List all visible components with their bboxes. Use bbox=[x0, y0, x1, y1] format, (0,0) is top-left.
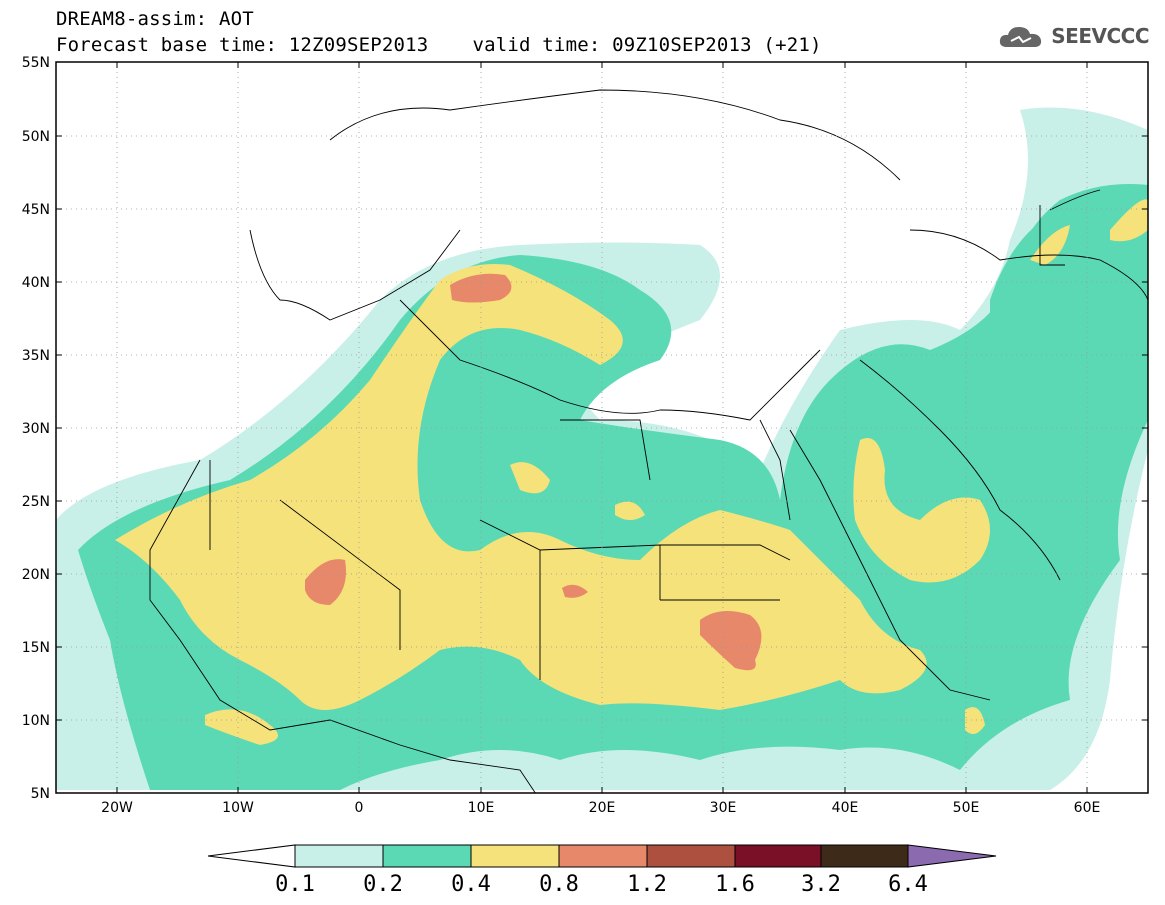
colorbar-swatch-0.2-0.4 bbox=[382, 844, 472, 868]
lat-label-35n: 35N bbox=[22, 348, 50, 364]
colorbar-swatch-0.8-1.2 bbox=[558, 844, 648, 868]
base-time-label: Forecast base time: 12Z09SEP2013 bbox=[56, 34, 429, 56]
aot-band-0.4-arabia bbox=[853, 438, 990, 583]
colorbar-over-arrow bbox=[907, 844, 997, 868]
lon-label-40e: 40E bbox=[832, 800, 859, 816]
aot-band-0.8-sahara bbox=[305, 559, 346, 605]
lat-label-25n: 25N bbox=[22, 494, 50, 510]
lon-label-0: 0 bbox=[355, 800, 364, 816]
colorbar-label-6.4: 6.4 bbox=[888, 872, 928, 897]
lon-label-10w: 10W bbox=[222, 800, 254, 816]
colorbar-swatch-0.4-0.8 bbox=[470, 844, 560, 868]
colorbar bbox=[207, 844, 997, 868]
lat-ticks bbox=[56, 61, 1148, 794]
colorbar-label-3.2: 3.2 bbox=[801, 872, 841, 897]
colorbar-under-arrow bbox=[207, 844, 296, 868]
aot-band-0.2-caspian bbox=[990, 215, 1058, 320]
colorbar-swatch-3.2-6.4 bbox=[820, 844, 909, 868]
colorbar-label-0.2: 0.2 bbox=[363, 872, 403, 897]
logo: SEEVCCC bbox=[997, 22, 1149, 50]
lat-label-45n: 45N bbox=[22, 202, 50, 218]
colorbar-label-1.2: 1.2 bbox=[627, 872, 667, 897]
lon-label-60e: 60E bbox=[1074, 800, 1101, 816]
aot-band-0.8-chad bbox=[562, 584, 588, 598]
aot-band-0.4-somalia bbox=[965, 707, 985, 734]
lat-label-40n: 40N bbox=[22, 275, 50, 291]
colorbar-label-1.6: 1.6 bbox=[715, 872, 755, 897]
time-info: Forecast base time: 12Z09SEP2013 valid ti… bbox=[56, 34, 822, 56]
aot-band-0.8-sudan bbox=[700, 611, 762, 671]
aot-band-0.4-patch1 bbox=[510, 462, 550, 494]
aot-band-0.1-isle bbox=[58, 609, 85, 642]
valid-time-label: valid time: 09Z10SEP2013 (+21) bbox=[472, 34, 822, 56]
lon-label-10e: 10E bbox=[468, 800, 495, 816]
lat-label-5n: 5N bbox=[31, 786, 50, 802]
lon-ticks bbox=[116, 62, 1088, 793]
chart-title: DREAM8-assim: AOT bbox=[56, 8, 254, 30]
colorbar-swatch-0.1-0.2 bbox=[294, 844, 384, 868]
colorbar-swatch-1.6-3.2 bbox=[734, 844, 822, 868]
aot-fields bbox=[56, 107, 1148, 790]
aot-band-0.4-gulf bbox=[205, 709, 278, 745]
aot-band-0.4-east bbox=[1110, 199, 1148, 242]
lon-label-50e: 50E bbox=[953, 800, 980, 816]
aot-band-0.8-med bbox=[450, 273, 512, 303]
lon-label-20e: 20E bbox=[589, 800, 616, 816]
graticule bbox=[56, 62, 1148, 793]
logo-text: SEEVCCC bbox=[1051, 24, 1149, 48]
colorbar-label-0.4: 0.4 bbox=[451, 872, 491, 897]
colorbar-label-0.8: 0.8 bbox=[539, 872, 579, 897]
lon-label-30e: 30E bbox=[710, 800, 737, 816]
lat-label-30n: 30N bbox=[22, 421, 50, 437]
coastlines bbox=[149, 89, 1148, 793]
colorbar-label-0.1: 0.1 bbox=[275, 872, 315, 897]
lat-label-20n: 20N bbox=[22, 567, 50, 583]
lat-label-55n: 55N bbox=[22, 55, 50, 71]
lat-label-50n: 50N bbox=[22, 129, 50, 145]
colorbar-swatch-1.2-1.6 bbox=[646, 844, 736, 868]
lon-label-20w: 20W bbox=[101, 800, 133, 816]
lat-label-15n: 15N bbox=[22, 640, 50, 656]
lat-label-10n: 10N bbox=[22, 713, 50, 729]
cloud-icon bbox=[1000, 27, 1042, 47]
aot-band-0.4-patch2 bbox=[615, 501, 645, 520]
